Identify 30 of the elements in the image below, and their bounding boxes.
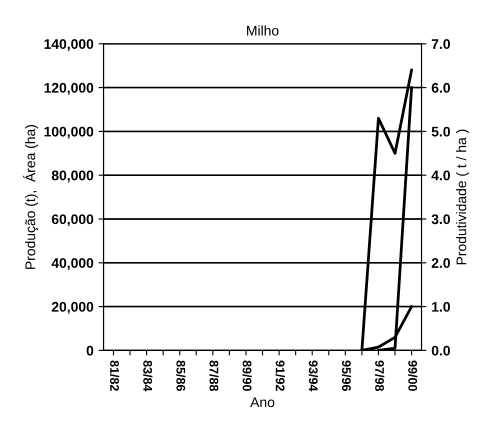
y2-tick-label: 0.0: [432, 346, 450, 356]
x-tick-label: 81/82: [110, 360, 120, 391]
y-tick-label: 0: [86, 346, 94, 356]
x-tick-label: 95/96: [342, 360, 352, 391]
x-tick-label: 97/98: [374, 360, 384, 392]
y2-tick-label: 1.0: [432, 302, 450, 312]
x-tick-label: 93/94: [308, 360, 318, 392]
y-tick-label: 80,000: [52, 170, 94, 182]
y2-tick-label: 7.0: [432, 39, 450, 49]
y2-axis-title: Produtividade ( t / ha ): [456, 130, 470, 264]
x-axis-title: Ano: [250, 397, 274, 408]
y2-tick-label: 2.0: [432, 258, 450, 268]
x-tick-label: 87/88: [209, 360, 219, 392]
chart-title: Milho: [247, 25, 279, 36]
y2-tick-label: 4.0: [431, 170, 450, 180]
y-tick-label: 140,000: [44, 39, 94, 51]
x-tick-label: 83/84: [143, 360, 152, 392]
y-tick-label: 20,000: [52, 302, 94, 314]
y-tick-label: 40,000: [52, 258, 94, 270]
y-tick-label: 100,000: [44, 126, 94, 139]
x-tick-label: 91/92: [276, 360, 285, 391]
y2-tick-label: 3.0: [432, 214, 450, 224]
y2-tick-label: 6.0: [432, 82, 450, 93]
y-tick-label: 60,000: [52, 214, 94, 226]
y2-tick-label: 5.0: [432, 126, 450, 137]
y-tick-label: 120,000: [44, 82, 94, 95]
y-axis-title: Produção (t), Área (ha): [23, 125, 38, 269]
x-tick-label: 99/00: [408, 360, 418, 391]
x-tick-label: 89/90: [242, 360, 252, 391]
x-tick-label: 85/86: [176, 360, 186, 391]
